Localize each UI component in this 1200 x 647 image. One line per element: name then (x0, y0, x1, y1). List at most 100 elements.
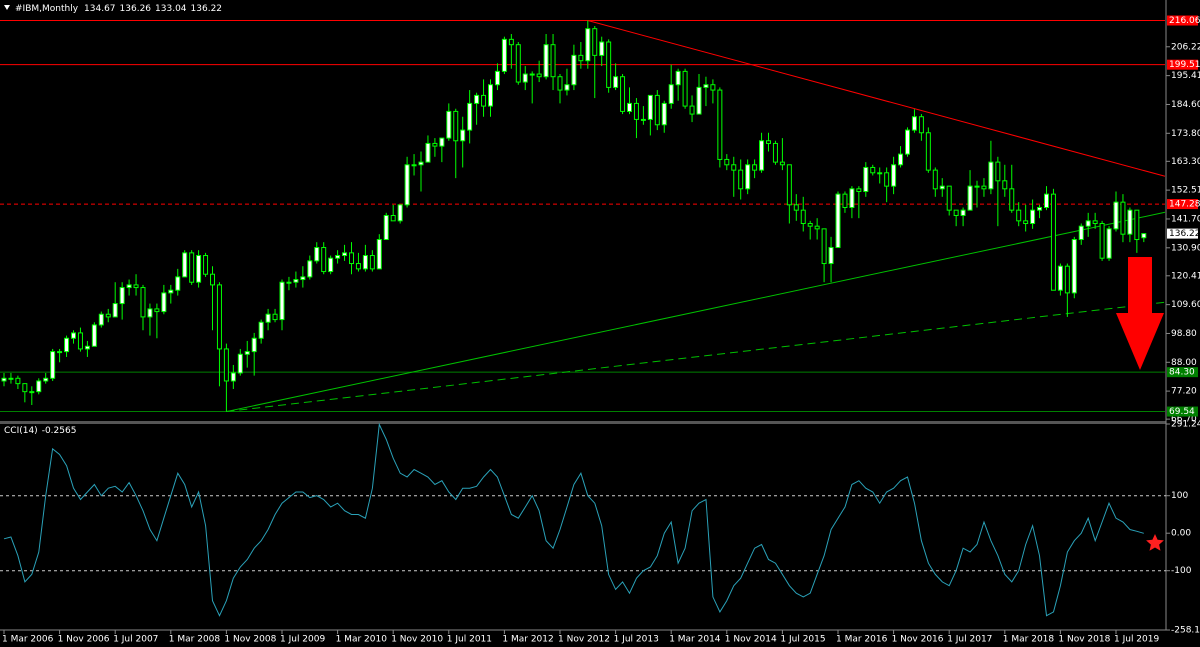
candle-body (147, 308, 153, 318)
candle-body (314, 247, 320, 262)
candle-body (738, 169, 744, 190)
last-price: 136.22 (1169, 229, 1200, 239)
candle-body (1071, 239, 1077, 294)
y-tick-label: 77.20 (1171, 387, 1197, 397)
candle-body (564, 84, 570, 91)
candle-body (967, 185, 973, 211)
candle-body (717, 89, 723, 160)
y-tick-label: 88.00 (1171, 358, 1197, 368)
candle-body (91, 324, 97, 347)
candle-body (182, 252, 188, 278)
x-tick-label: 1 Nov 2018 (1058, 635, 1110, 645)
candle-body (168, 289, 174, 294)
candle-body (703, 84, 709, 88)
candle-body (668, 84, 674, 104)
down-arrow (1116, 257, 1164, 370)
candle-body (300, 276, 306, 281)
candle-body (786, 164, 792, 206)
candle-body (446, 110, 452, 139)
candle-body (557, 76, 563, 91)
candle-body (508, 38, 514, 46)
y-tick-label: 152.51 (1171, 186, 1200, 196)
candle-body (36, 380, 42, 393)
candle-body (342, 252, 348, 257)
candle-body (133, 284, 139, 289)
candle-body (988, 161, 994, 190)
candle-body (50, 351, 56, 379)
candle-body (515, 44, 521, 83)
candle-body (633, 102, 639, 120)
candle-body (696, 86, 702, 115)
cci-tick-label: 0.00 (1171, 529, 1191, 539)
x-tick-label: 1 Mar 2012 (502, 635, 553, 645)
candle-body (425, 142, 431, 163)
candle-body (752, 164, 758, 171)
candle-body (835, 193, 841, 249)
candle-body (126, 284, 132, 289)
header: #IBM,Monthly 134.67 136.26 133.04 136.22 (15, 4, 222, 14)
x-tick-label: 1 Jul 2009 (280, 635, 325, 645)
candle-body (494, 70, 500, 86)
level-label-box (1167, 367, 1198, 378)
candle-body (8, 377, 14, 380)
indicator-header: CCI(14) -0.2565 (4, 426, 76, 436)
open: 134.67 (84, 4, 116, 14)
candle-body (1085, 220, 1091, 227)
candle-body (529, 73, 535, 76)
candle-body (383, 214, 389, 241)
candle-body (321, 247, 327, 273)
x-tick-label: 1 Jul 2007 (113, 635, 158, 645)
candle-body (849, 188, 855, 208)
candle-body (779, 161, 785, 166)
candle-body (807, 223, 813, 227)
y-tick-label: 163.30 (1171, 157, 1200, 167)
candle-body (710, 84, 716, 91)
candle-body (911, 116, 917, 131)
candle-body (1009, 188, 1015, 211)
cci-line (3, 422, 1144, 617)
candle-body (161, 292, 167, 313)
candle-body (925, 132, 931, 171)
trend-line (587, 20, 1166, 177)
candle-body (724, 158, 730, 166)
y-tick-label: 98.80 (1171, 329, 1197, 339)
candle-body (71, 332, 76, 339)
x-tick-label: 1 Jul 2019 (1114, 635, 1159, 645)
candle-body (1064, 265, 1070, 294)
candle-body (467, 102, 473, 131)
candle-body (772, 142, 778, 163)
candle-body (898, 153, 904, 166)
candle-body (946, 185, 952, 211)
candle-body (335, 255, 341, 259)
menu-arrow[interactable] (4, 5, 10, 10)
x-tick-label: 1 Mar 2008 (169, 635, 221, 645)
candle-body (654, 94, 660, 126)
y-tick-label: 195.41 (1171, 71, 1200, 81)
candle-body (411, 164, 417, 167)
candle-body (877, 172, 883, 175)
candle-body (453, 110, 459, 142)
candle-body (140, 287, 146, 318)
candle-body (793, 204, 799, 211)
candle-body (585, 28, 591, 62)
x-tick-label: 1 Mar 2018 (1003, 635, 1055, 645)
candle-body (22, 383, 28, 393)
last-price-box (1167, 228, 1198, 239)
candle-body (1113, 201, 1119, 230)
candle-body (918, 116, 924, 134)
candle-body (362, 255, 368, 270)
candle-body (995, 161, 1001, 182)
candle-body (578, 54, 584, 62)
candle-body (689, 105, 695, 115)
candle-body (328, 257, 334, 273)
candle-body (216, 284, 222, 350)
candle-body (1092, 220, 1098, 225)
candle-body (627, 102, 632, 112)
x-tick-label: 1 Jul 2017 (947, 635, 992, 645)
candle-body (210, 273, 215, 286)
y-tick-label: 120.41 (1171, 271, 1200, 281)
x-tick-label: 1 Mar 2010 (336, 635, 388, 645)
candle-body (501, 38, 507, 72)
candle-body (418, 161, 424, 166)
